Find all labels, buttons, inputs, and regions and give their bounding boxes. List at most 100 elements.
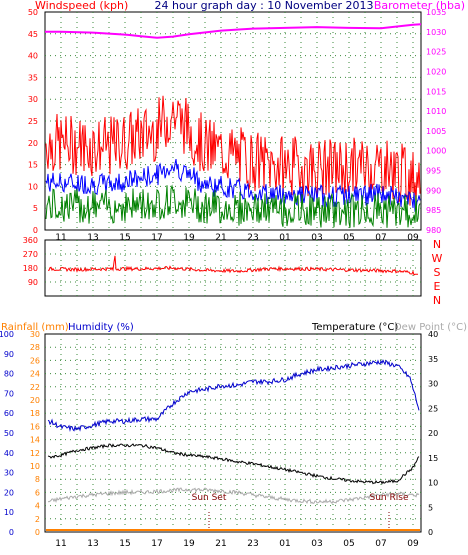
legend-humidity: Humidity (%)	[68, 322, 134, 333]
temperature-y-tick-label: 35	[428, 355, 438, 364]
humidity-line	[47, 359, 420, 432]
windspeed-gust-line	[45, 95, 421, 206]
temperature-y-tick-label: 40	[428, 330, 438, 339]
barometer-y-tick-label: 1035	[426, 8, 446, 17]
rainfall-y-tick-label: 20	[30, 396, 40, 405]
wind-x-tick-label: 15	[119, 233, 130, 243]
humidity-y-tick-label: 90	[4, 350, 14, 359]
rainfall-y-tick-label: 26	[30, 356, 40, 365]
temperature-y-tick-label: 5	[428, 503, 433, 512]
legend-dew-point: Dew Point (°C)	[394, 322, 467, 333]
climate-x-tick-label: 23	[247, 539, 258, 549]
rainfall-y-tick-label: 4	[35, 502, 40, 511]
windspeed-y-tick-label: 15	[28, 161, 38, 170]
wind-x-tick-label: 23	[247, 233, 258, 243]
wind-series-group	[45, 23, 422, 228]
compass-side-label: N	[433, 238, 441, 251]
humidity-y-tick-label: 100	[0, 330, 14, 339]
rainfall-y-tick-label: 6	[35, 488, 40, 497]
temperature-y-tick-label: 15	[428, 454, 438, 463]
compass-side-label: S	[434, 266, 441, 279]
rainfall-y-tick-label: 0	[35, 528, 40, 537]
humidity-y-tick-label: 20	[4, 488, 14, 497]
temperature-y-tick-label: 30	[428, 380, 438, 389]
temperature-y-tick-label: 10	[428, 479, 438, 488]
sun-set-label: Sun Set	[192, 493, 227, 503]
wind-x-tick-label: 09	[407, 233, 419, 243]
humidity-y-tick-label: 0	[9, 528, 14, 537]
wind-x-tick-label: 19	[183, 233, 195, 243]
wind-direction-line	[47, 255, 418, 276]
windspeed-y-tick-label: 50	[28, 8, 38, 17]
barometer-line	[45, 23, 422, 39]
rainfall-y-tick-label: 30	[30, 330, 40, 339]
windspeed-y-tick-label: 5	[33, 204, 38, 213]
direction-y-tick-label: 360	[23, 236, 38, 245]
humidity-y-tick-label: 30	[4, 469, 14, 478]
climate-x-tick-label: 19	[183, 539, 195, 549]
windspeed-y-tick-label: 20	[28, 139, 38, 148]
windspeed-y-tick-label: 45	[28, 30, 38, 39]
barometer-y-tick-label: 1020	[426, 67, 446, 76]
windspeed-y-tick-label: 35	[28, 73, 38, 82]
rainfall-y-tick-label: 16	[30, 422, 40, 431]
direction-y-tick-label: 270	[23, 250, 38, 259]
humidity-y-tick-label: 10	[4, 508, 14, 517]
wind-x-tick-label: 03	[311, 233, 322, 243]
windspeed-average-line	[45, 158, 421, 213]
wind-x-tick-label: 13	[87, 233, 98, 243]
chart-title: 24 hour graph day : 10 November 2013	[154, 0, 373, 12]
rainfall-y-tick-label: 22	[30, 383, 40, 392]
wind-x-tick-label: 01	[279, 233, 290, 243]
windspeed-y-tick-label: 25	[28, 117, 38, 126]
humidity-y-tick-label: 60	[4, 409, 14, 418]
wind-x-tick-label: 05	[343, 233, 354, 243]
rainfall-y-tick-label: 28	[30, 343, 40, 352]
barometer-y-tick-label: 1030	[426, 28, 446, 37]
wind-x-tick-label: 11	[55, 233, 66, 243]
climate-x-tick-label: 05	[343, 539, 354, 549]
climate-x-tick-label: 03	[311, 539, 322, 549]
rainfall-y-tick-label: 2	[35, 515, 40, 524]
windspeed-y-tick-label: 10	[28, 182, 38, 191]
rainfall-y-tick-label: 24	[30, 370, 40, 379]
legend-temperature: Temperature (°C)	[311, 322, 398, 333]
rainfall-y-tick-label: 18	[30, 409, 40, 418]
climate-x-tick-label: 09	[407, 539, 419, 549]
windspeed-axis-label: Windspeed (kph)	[35, 0, 128, 12]
temperature-y-tick-label: 0	[428, 528, 433, 537]
barometer-y-tick-label: 1015	[426, 87, 446, 96]
rainfall-y-tick-label: 10	[30, 462, 40, 471]
temperature-line	[47, 443, 420, 485]
direction-y-tick-label: 90	[28, 278, 38, 287]
compass-side-label: W	[432, 252, 443, 265]
dew-point-line	[47, 487, 420, 505]
barometer-y-tick-label: 1010	[426, 107, 446, 116]
barometer-axis-label: Barometer (hba)	[374, 0, 465, 12]
rainfall-y-tick-label: 14	[30, 436, 40, 445]
barometer-y-tick-label: 980	[426, 226, 441, 235]
compass-side-label: E	[434, 280, 441, 293]
wind-x-tick-label: 07	[375, 233, 386, 243]
climate-x-tick-label: 17	[151, 539, 162, 549]
climate-x-tick-label: 15	[119, 539, 130, 549]
humidity-y-tick-label: 50	[4, 429, 14, 438]
rainfall-y-tick-label: 8	[35, 475, 40, 484]
humidity-y-tick-label: 70	[4, 389, 14, 398]
barometer-y-tick-label: 995	[426, 167, 441, 176]
barometer-y-tick-label: 1005	[426, 127, 446, 136]
climate-x-tick-label: 21	[215, 539, 226, 549]
wind-x-tick-label: 17	[151, 233, 162, 243]
compass-side-label: N	[433, 294, 441, 307]
barometer-y-tick-label: 990	[426, 186, 441, 195]
climate-x-tick-label: 13	[87, 539, 98, 549]
barometer-y-tick-label: 1025	[426, 48, 446, 57]
barometer-y-tick-label: 1000	[426, 147, 446, 156]
windspeed-y-tick-label: 0	[33, 226, 38, 235]
climate-x-tick-label: 07	[375, 539, 386, 549]
temperature-y-tick-label: 20	[428, 429, 438, 438]
climate-x-tick-label: 01	[279, 539, 290, 549]
direction-y-tick-label: 180	[23, 264, 38, 273]
humidity-y-tick-label: 40	[4, 449, 14, 458]
